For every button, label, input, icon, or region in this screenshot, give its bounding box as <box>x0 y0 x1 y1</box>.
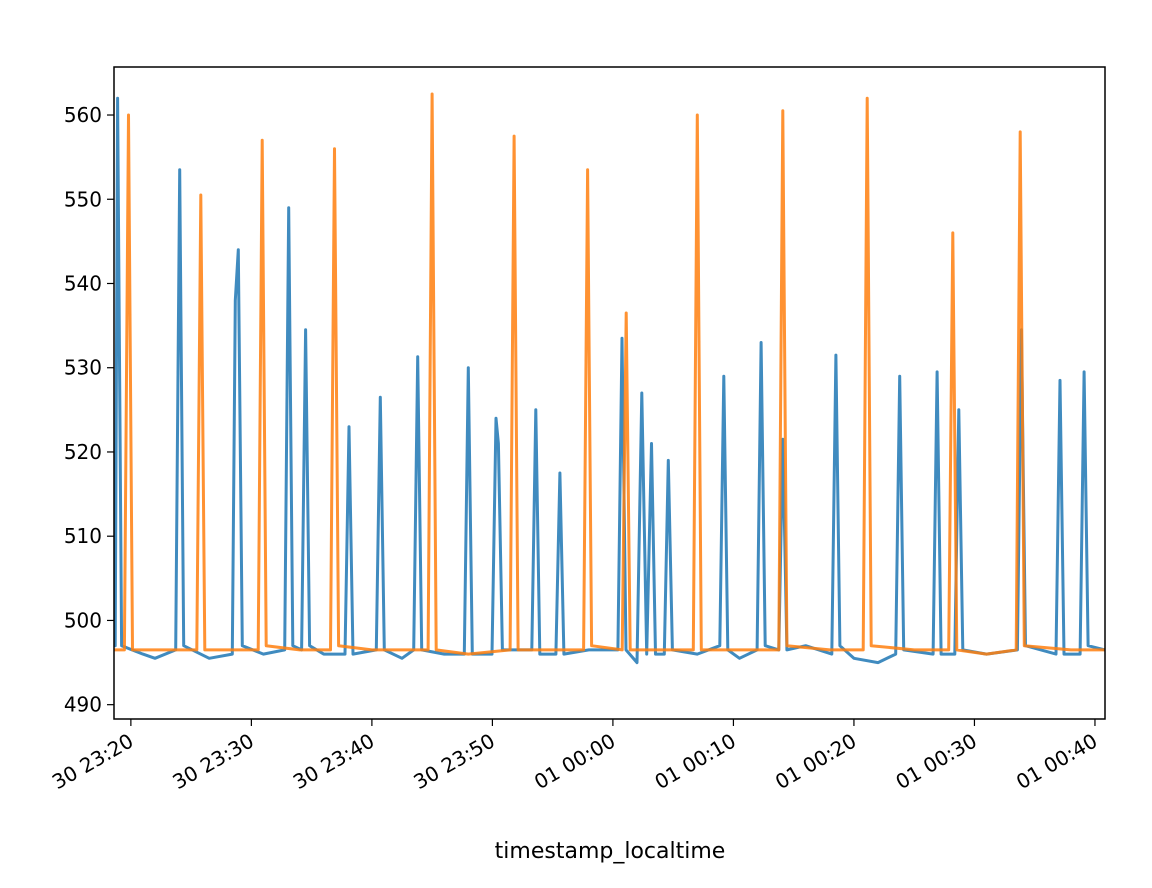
x-tick-label: 01 00:10 <box>650 729 739 795</box>
y-tick-label: 500 <box>64 608 102 632</box>
x-tick-label: 30 23:20 <box>48 729 137 795</box>
x-tick-label: 01 00:30 <box>891 729 980 795</box>
x-tick-label: 01 00:20 <box>771 729 860 795</box>
line-series <box>114 92 1105 656</box>
y-tick-label: 530 <box>64 356 102 380</box>
y-tick-label: 490 <box>64 693 102 717</box>
y-tick-label: 510 <box>64 524 102 548</box>
x-tick-label: 30 23:30 <box>168 729 257 795</box>
x-tick-label: 30 23:40 <box>289 729 378 795</box>
y-tick-label: 550 <box>64 187 102 211</box>
x-axis-label: timestamp_localtime <box>495 839 726 864</box>
x-tick-label: 01 00:40 <box>1012 729 1101 795</box>
x-tick-label: 01 00:00 <box>530 729 619 795</box>
y-tick-label: 540 <box>64 271 102 295</box>
plot-frame <box>113 66 1106 720</box>
y-tick-label: 520 <box>64 440 102 464</box>
y-tick-label: 560 <box>64 103 102 127</box>
x-tick-label: 30 23:50 <box>409 729 498 795</box>
